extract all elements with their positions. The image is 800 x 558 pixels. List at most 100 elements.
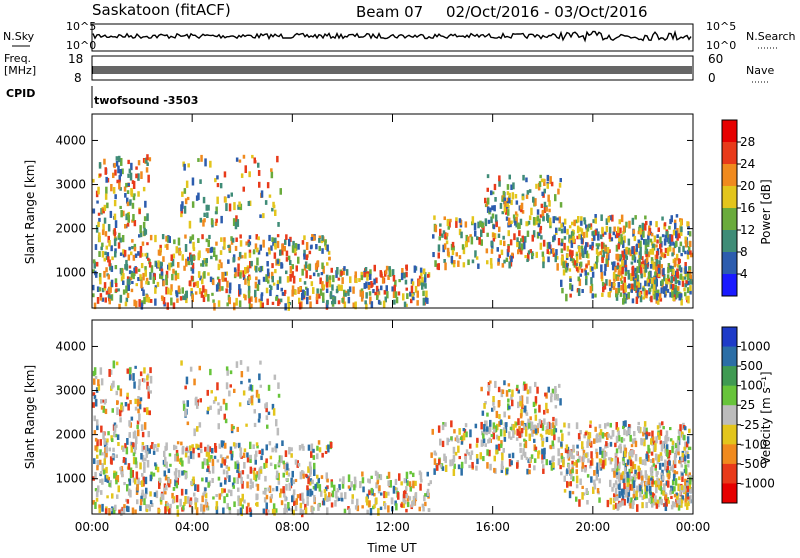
power-cell: [225, 288, 228, 294]
power-cell: [103, 217, 107, 224]
colorbar-swatch: [722, 274, 737, 297]
power-cell: [342, 268, 345, 276]
power-cell: [205, 204, 208, 211]
power-cell: [503, 240, 506, 247]
power-cell: [259, 300, 263, 309]
velocity-cell: [246, 474, 250, 479]
power-cell: [156, 262, 159, 269]
velocity-cell: [105, 446, 108, 454]
velocity-cell: [626, 480, 629, 487]
velocity-cell: [622, 457, 625, 462]
power-cell: [96, 286, 100, 292]
velocity-cell: [206, 468, 209, 473]
power-cell: [565, 267, 568, 273]
power-cell: [516, 237, 519, 243]
velocity-cell: [629, 484, 632, 491]
velocity-cell: [249, 441, 252, 450]
power-cell: [633, 251, 636, 256]
power-cell: [259, 214, 262, 218]
power-cell: [664, 247, 668, 254]
velocity-cell: [101, 503, 104, 512]
velocity-cell: [684, 450, 688, 456]
velocity-cell: [223, 413, 226, 420]
velocity-cell: [557, 448, 560, 457]
power-cell: [115, 160, 119, 167]
power-cell: [563, 218, 567, 225]
power-cell: [324, 241, 327, 247]
velocity-cell: [148, 410, 151, 416]
power-cell: [667, 266, 670, 274]
power-cell: [226, 280, 229, 288]
velocity-cell: [475, 465, 478, 471]
power-cell: [385, 285, 388, 292]
power-cell: [674, 294, 677, 300]
power-cell: [363, 283, 366, 289]
power-cell: [392, 275, 396, 282]
power-cell: [199, 275, 202, 281]
power-cell: [655, 279, 658, 287]
velocity-cell: [299, 493, 302, 501]
velocity-cell: [493, 428, 496, 433]
velocity-cell: [132, 456, 136, 465]
velocity-cell: [508, 453, 511, 458]
power-cell: [617, 270, 621, 276]
velocity-cell: [130, 445, 133, 453]
power-cell: [122, 249, 125, 256]
velocity-cell: [122, 446, 125, 452]
power-cell: [202, 196, 206, 204]
velocity-cell: [298, 445, 302, 451]
velocity-cell: [158, 481, 161, 489]
velocity-cell: [665, 430, 669, 437]
velocity-cell: [588, 432, 592, 439]
velocity-cell: [224, 479, 227, 485]
velocity-cell: [225, 493, 229, 498]
power-cell: [108, 259, 111, 267]
power-cell: [648, 287, 652, 292]
velocity-cell: [309, 488, 312, 497]
velocity-cell: [187, 455, 191, 464]
velocity-cell: [449, 459, 452, 467]
power-cell: [537, 232, 541, 236]
power-cell: [543, 201, 547, 208]
power-cell: [416, 300, 419, 306]
velocity-cell: [264, 488, 267, 495]
power-cell: [624, 251, 627, 259]
power-cell: [329, 291, 333, 299]
velocity-cell: [122, 506, 126, 515]
power-cell: [125, 285, 128, 294]
velocity-cell: [96, 424, 99, 431]
power-cell: [619, 264, 622, 271]
velocity-cell: [138, 413, 141, 422]
velocity-cell: [683, 454, 687, 462]
velocity-cell: [128, 420, 131, 427]
power-cell: [517, 249, 520, 255]
power-cell: [531, 253, 535, 257]
power-cell: [683, 276, 687, 280]
power-cell: [681, 280, 685, 287]
power-cell: [326, 262, 329, 266]
velocity-cell: [395, 487, 399, 494]
power-cell: [662, 267, 665, 276]
power-cell: [449, 218, 452, 223]
velocity-cell: [189, 445, 192, 451]
velocity-cell: [609, 479, 612, 487]
power-cell: [563, 236, 567, 240]
power-cell: [177, 237, 181, 246]
power-cell: [308, 295, 312, 300]
velocity-cell: [252, 470, 256, 475]
velocity-cell: [166, 502, 169, 507]
velocity-cell: [97, 485, 100, 493]
power-cell: [360, 275, 364, 281]
power-cell: [556, 263, 559, 271]
velocity-cell: [633, 464, 637, 471]
power-cell: [191, 177, 195, 186]
power-cell: [605, 254, 609, 259]
velocity-cell: [654, 464, 657, 469]
power-cell: [294, 243, 298, 251]
velocity-cell: [501, 465, 504, 470]
velocity-cell: [504, 425, 508, 433]
power-cell: [149, 299, 153, 303]
velocity-cell: [194, 497, 197, 505]
velocity-cell: [294, 459, 298, 465]
velocity-cell: [284, 450, 288, 458]
